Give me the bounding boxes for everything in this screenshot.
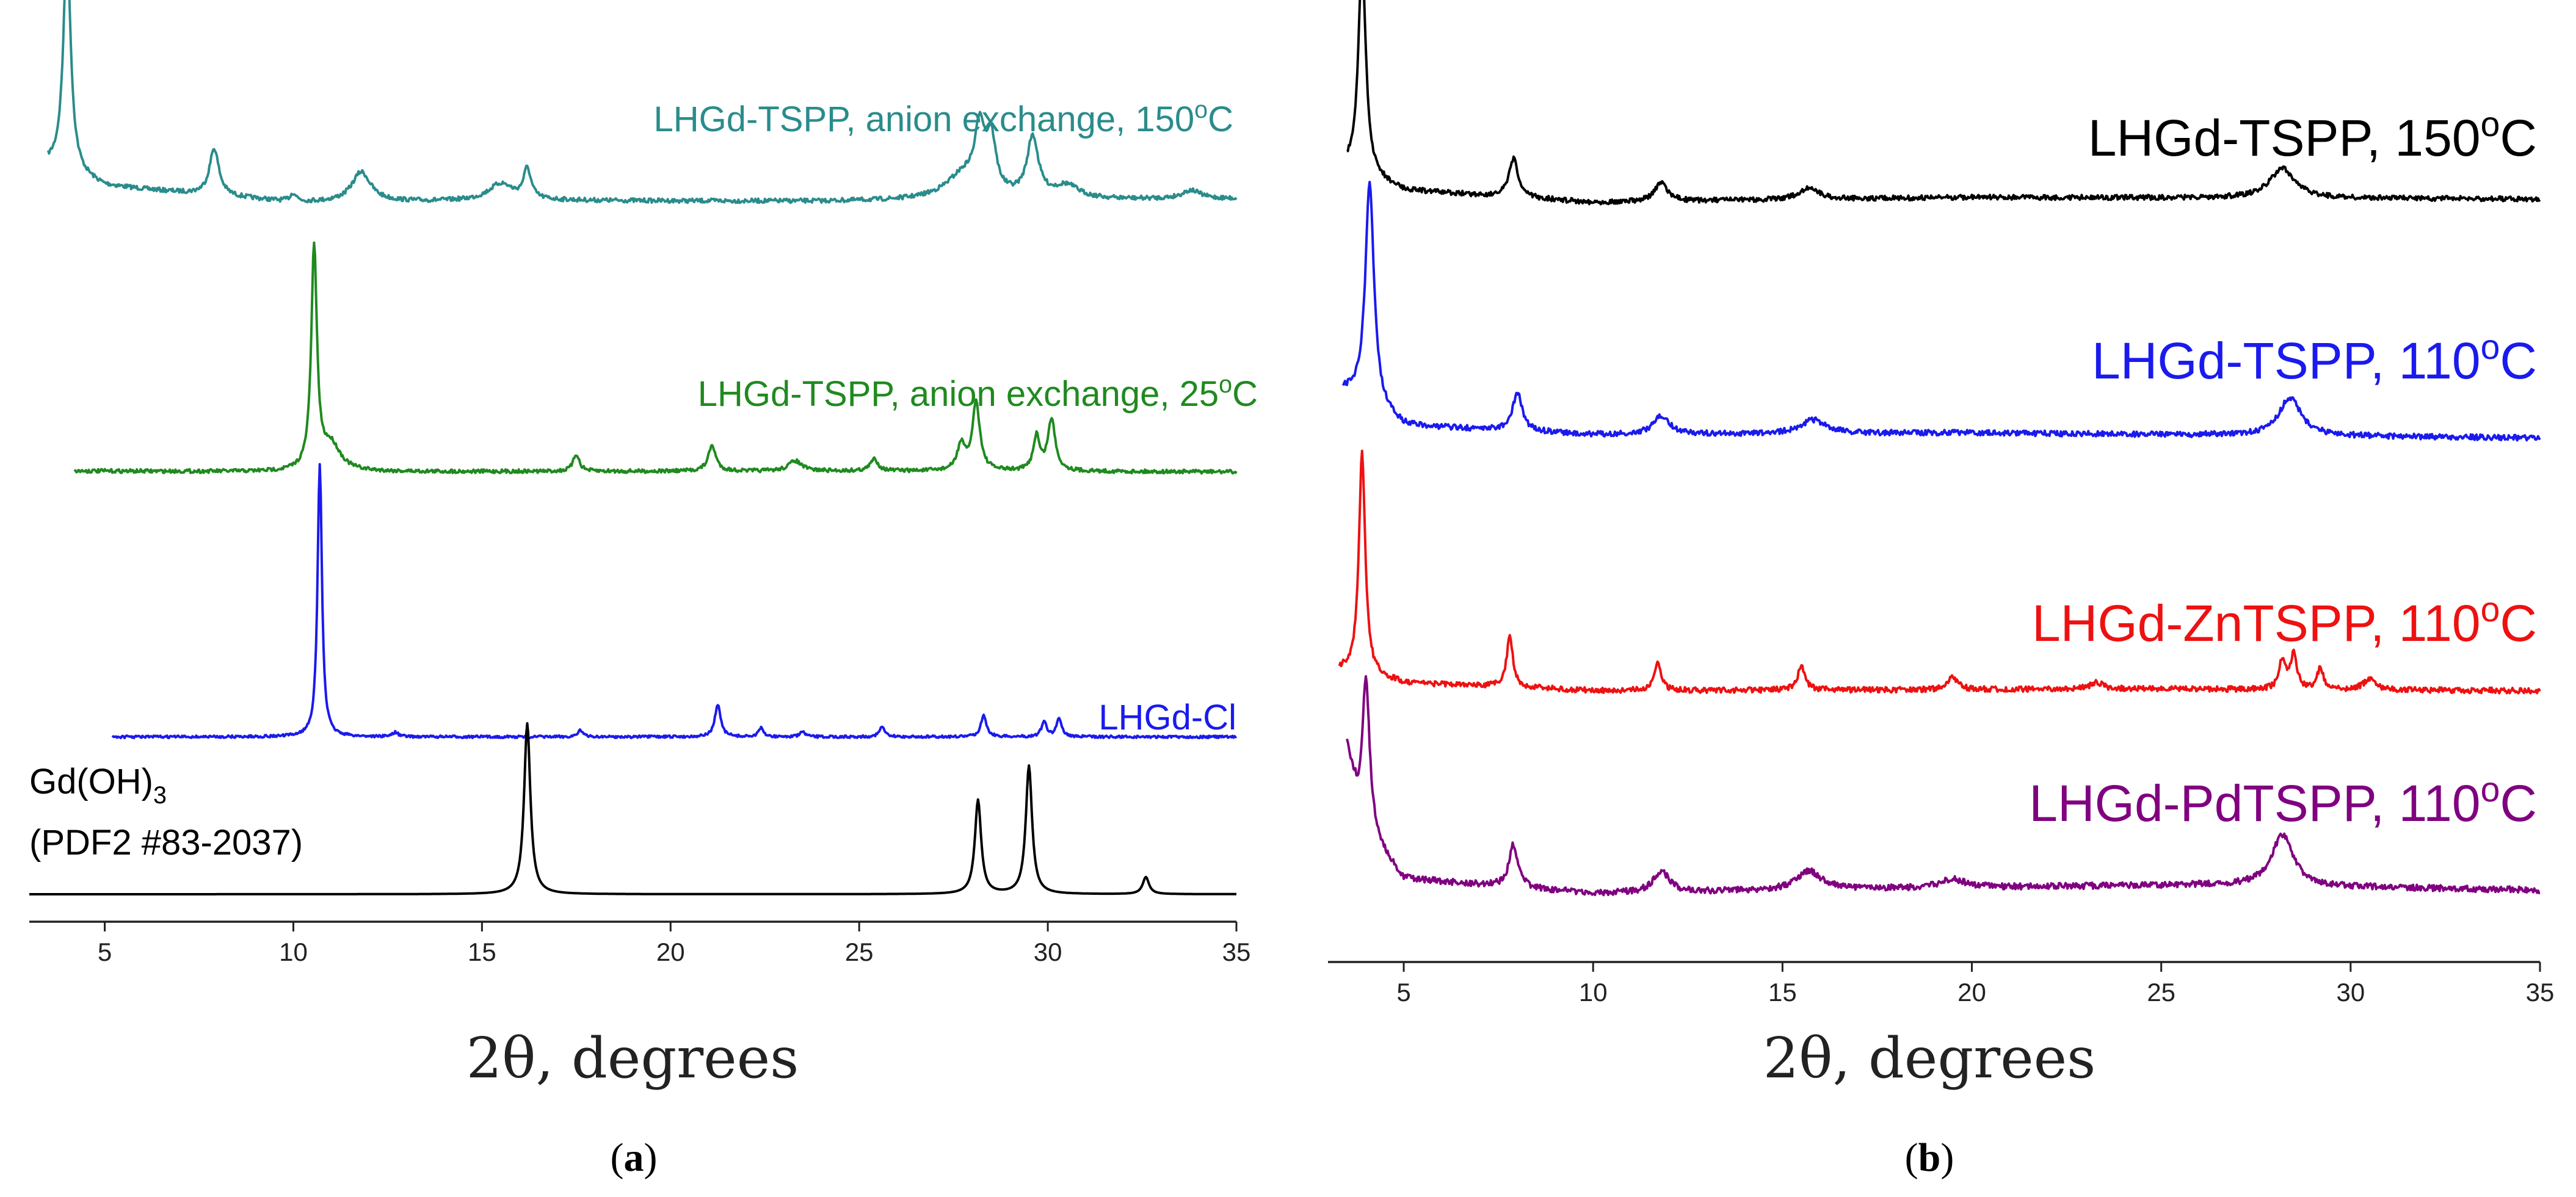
a-x-tick-label-25: 25 [845,938,874,966]
a-series-2-label: LHGd-Cl [1098,698,1236,737]
b-series-1-label-text: LHGd-TSPP, 110 [2092,332,2481,389]
a-series-1-label-sup: o [1219,371,1232,398]
b-x-tick-label-20: 20 [1957,978,1986,1007]
b-series-0-line [1346,0,2541,206]
b-series-2-label-sup: o [2481,590,2500,629]
b-x-tick-label-35: 35 [2526,978,2555,1007]
a-x-ticks: 5 10 15 20 25 30 35 [98,922,1250,966]
b-series-1-label-sup: o [2481,328,2500,367]
b-series-3-line [1346,675,2541,897]
a-panel-letter: a [624,1135,644,1180]
b-x-tick-label-15: 15 [1768,978,1797,1007]
a-x-tick-label-30: 30 [1034,938,1062,966]
a-series-1-line [73,241,1238,475]
a-series-0-label-text: LHGd-TSPP, anion exchange, 150 [654,99,1195,139]
a-x-tick-label-10: 10 [279,938,308,966]
a-series-0-label-sup: o [1194,96,1208,123]
a-series-3-line [29,722,1237,895]
b-x-tick-label-10: 10 [1579,978,1608,1007]
a-x-axis-title: 2θ, degrees [466,1025,799,1091]
b-series-2-line [1338,449,2541,695]
a-series-1-label: LHGd-TSPP, anion exchange, 25oC [698,371,1258,414]
b-traces [1338,0,2541,897]
b-series-2-label: LHGd-ZnTSPP, 110oC [2032,590,2537,652]
b-x-axis-title: 2θ, degrees [1763,1025,2096,1091]
b-series-0-label-text: LHGd-TSPP, 150 [2088,109,2481,167]
b-series-3-label-text: LHGd-PdTSPP, 110 [2029,775,2480,832]
b-series-3-label-sup: o [2481,770,2500,809]
b-series-0-label-end: C [2500,109,2537,167]
b-panel-label: (b) [1905,1135,1954,1180]
a-series-2-line [111,463,1238,740]
a-x-tick-label-15: 15 [468,938,496,966]
b-x-tick-label-30: 30 [2336,978,2365,1007]
b-series-0-label: LHGd-TSPP, 150oC [2088,105,2537,167]
b-series-1-line [1341,181,2541,442]
panel-a: LHGd-TSPP, anion exchange, 150oCLHGd-TSP… [29,0,1258,1180]
a-panel-label: (a) [611,1135,658,1180]
a-series-0-label: LHGd-TSPP, anion exchange, 150oC [654,96,1233,139]
b-series-0-label-sup: o [2481,105,2500,144]
b-series-1-label-end: C [2500,332,2537,389]
a-series-2-label-text: LHGd-Cl [1098,698,1236,737]
b-x-tick-label-25: 25 [2147,978,2175,1007]
a-series-3-label-text: Gd(OH) [29,762,153,801]
a-x-tick-label-20: 20 [656,938,685,966]
a-series-0-label-end: C [1208,99,1233,139]
a-x-tick-label-35: 35 [1222,938,1251,966]
b-x-ticks: 5 10 15 20 25 30 35 [1396,962,2554,1007]
a-x-tick-label-5: 5 [98,938,112,966]
b-series-2-label-text: LHGd-ZnTSPP, 110 [2032,595,2481,652]
b-series-2-label-end: C [2500,595,2537,652]
a-trace-labels: LHGd-TSPP, anion exchange, 150oCLHGd-TSP… [29,96,1258,862]
a-traces [29,0,1238,895]
b-x-tick-label-5: 5 [1396,978,1410,1007]
a-series-1-label-text: LHGd-TSPP, anion exchange, 25 [698,374,1219,414]
b-series-1-label: LHGd-TSPP, 110oC [2092,328,2537,389]
a-series-3-label: Gd(OH)3 [29,762,167,809]
b-panel-letter: b [1918,1135,1941,1180]
a-series-1-label-end: C [1232,374,1258,414]
b-series-3-label: LHGd-PdTSPP, 110oC [2029,770,2537,832]
a-series-3-label-line2: (PDF2 #83-2037) [29,823,303,862]
b-series-3-label-end: C [2500,775,2537,832]
a-series-0-line [46,0,1238,204]
a-series-3-label-sub: 3 [153,782,167,809]
